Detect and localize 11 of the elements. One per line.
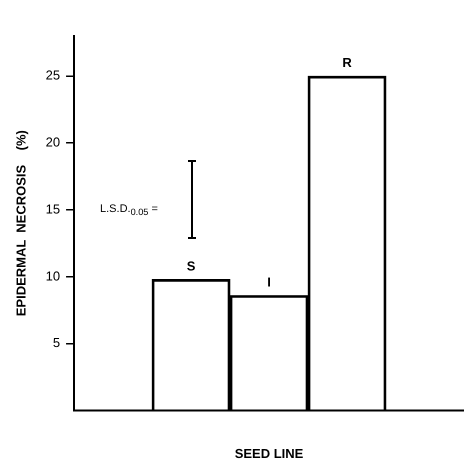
- x-tick-label: S: [186, 258, 196, 274]
- x-tick-label: R: [342, 55, 352, 70]
- y-axis-title: EPIDERMAL NECROSIS (%): [13, 130, 28, 316]
- annotation: L.S.D.$_{0.05}$ =: [100, 203, 158, 218]
- y-tick-label: 5: [52, 335, 60, 350]
- y-tick-label: 25: [46, 68, 60, 83]
- y-tick-label: 10: [46, 268, 60, 284]
- y-tick-label: 15: [46, 201, 60, 216]
- x-tick-label: I: [267, 274, 271, 290]
- x-axis-title: SEED LINE: [234, 446, 304, 461]
- y-tick-label: 20: [46, 134, 60, 150]
